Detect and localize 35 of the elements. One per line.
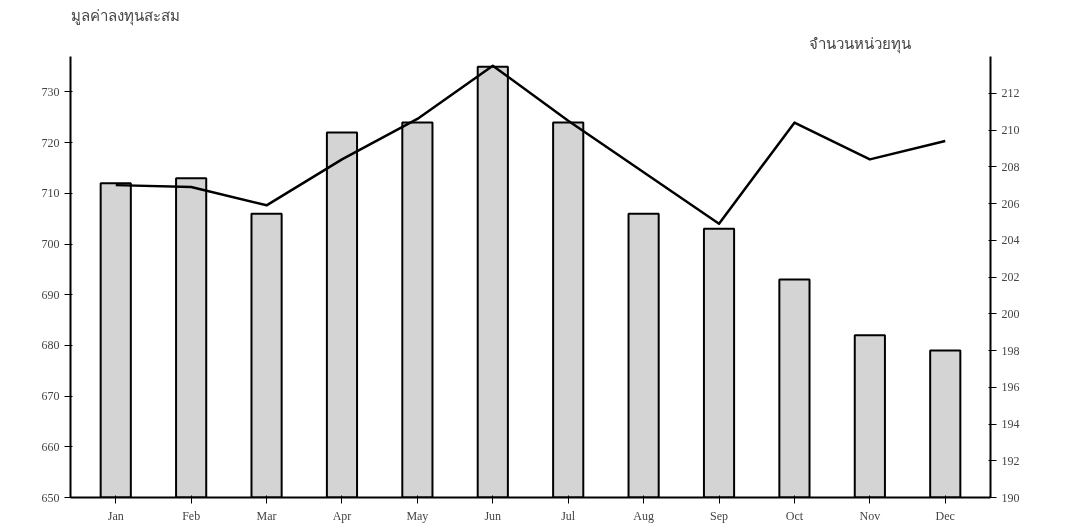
x-tick-label: May (406, 508, 429, 523)
y-tick-label: 710 (41, 186, 60, 201)
y2-tick-label: 194 (1001, 417, 1020, 431)
y2-tick-label: 190 (1001, 490, 1020, 505)
x-tick-label: Nov (859, 508, 881, 523)
y2-tick-label: 192 (1001, 453, 1020, 468)
x-tick-label: Jul (561, 508, 576, 523)
y-tick-label: 650 (41, 490, 60, 505)
y2-tick-label: 204 (1001, 233, 1020, 248)
y-tick-label: 660 (41, 439, 60, 454)
y2-axis-title: จำนวนหน่วยทุน (808, 35, 911, 54)
y-tick-label: 690 (41, 287, 60, 302)
x-tick-label: Dec (935, 508, 955, 523)
y-tick-label: 680 (41, 338, 60, 353)
y2-tick-label: 200 (1001, 306, 1020, 321)
y-tick-label: 700 (41, 237, 60, 252)
y-tick-label: 720 (41, 135, 60, 150)
x-tick-label: Jun (484, 508, 502, 523)
x-tick-label: Apr (332, 508, 352, 523)
y-tick-label: 730 (41, 84, 60, 99)
y2-tick-label: 196 (1001, 380, 1020, 395)
y2-tick-label: 212 (1001, 86, 1020, 101)
y-axis-title: มูลค่าลงทุนสะสม (70, 7, 180, 26)
x-tick-label: Feb (182, 508, 201, 523)
y-tick-label: 670 (41, 389, 60, 404)
y2-tick-label: 198 (1001, 343, 1020, 358)
x-tick-label: Sep (710, 508, 729, 523)
y2-tick-label: 208 (1001, 159, 1020, 174)
x-tick-label: Jan (107, 508, 124, 523)
x-tick-label: Mar (256, 508, 277, 523)
y2-tick-label: 202 (1001, 270, 1020, 284)
x-tick-label: Aug (633, 508, 654, 523)
y2-tick-label: 206 (1001, 196, 1020, 211)
y2-tick-label: 210 (1001, 123, 1020, 137)
x-tick-label: Oct (785, 508, 804, 523)
